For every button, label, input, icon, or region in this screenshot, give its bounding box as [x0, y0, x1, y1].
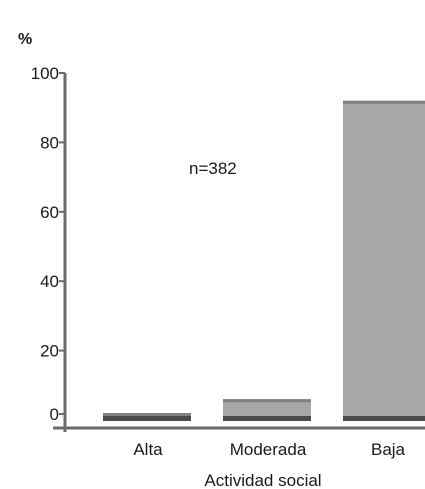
sample-size-annotation: n=382	[189, 159, 237, 178]
bar-baja	[343, 100, 425, 421]
bars	[103, 100, 425, 421]
y-tick-label: 20	[40, 342, 59, 361]
y-axis-unit-label: %	[18, 31, 32, 48]
y-tick-label: 0	[50, 405, 59, 424]
bar-top-edge	[103, 413, 191, 417]
x-tick-labels: Alta Moderada Baja	[133, 440, 405, 459]
bar-face	[343, 100, 425, 420]
bar-top-edge	[343, 100, 425, 104]
bar-top-edge	[223, 399, 311, 403]
bar-moderada	[223, 399, 311, 421]
x-axis-title: Actividad social	[204, 471, 321, 489]
bar-base	[223, 416, 311, 421]
y-tick-label: 100	[31, 64, 59, 83]
x-tick-label: Baja	[371, 440, 406, 459]
y-tick-label: 40	[40, 272, 59, 291]
bar-face	[223, 399, 311, 420]
y-ticks: 0 20 40 60 80 100	[31, 64, 65, 424]
y-tick-label: 80	[40, 133, 59, 152]
x-tick-label: Alta	[133, 440, 163, 459]
y-tick-label: 60	[40, 203, 59, 222]
x-tick-label: Moderada	[230, 440, 307, 459]
bar-base	[103, 416, 191, 421]
bar-base	[343, 416, 425, 421]
bar-alta	[103, 413, 191, 421]
